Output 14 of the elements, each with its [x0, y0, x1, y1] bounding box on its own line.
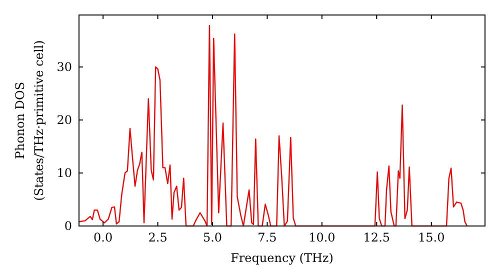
y-tick-label: 20 [56, 112, 72, 127]
x-tick-label: 0.0 [94, 230, 113, 245]
x-axis-title: Frequency (THz) [230, 251, 334, 265]
y-tick-label: 10 [56, 166, 72, 180]
x-tick-label: 7.5 [258, 230, 277, 245]
x-tick-label: 2.5 [148, 230, 168, 245]
y-axis-title: Phonon DOS (States/THz·primitive cell) [13, 40, 46, 201]
line-series [78, 25, 468, 227]
y-tick-label: 30 [56, 60, 72, 74]
y-tick-label: 0 [64, 218, 72, 233]
x-tick-label: 15.0 [418, 230, 445, 245]
x-tick-label: 10.0 [308, 230, 336, 245]
x-tick-label: 12.5 [363, 230, 390, 245]
x-tick-label: 5.0 [202, 230, 222, 245]
